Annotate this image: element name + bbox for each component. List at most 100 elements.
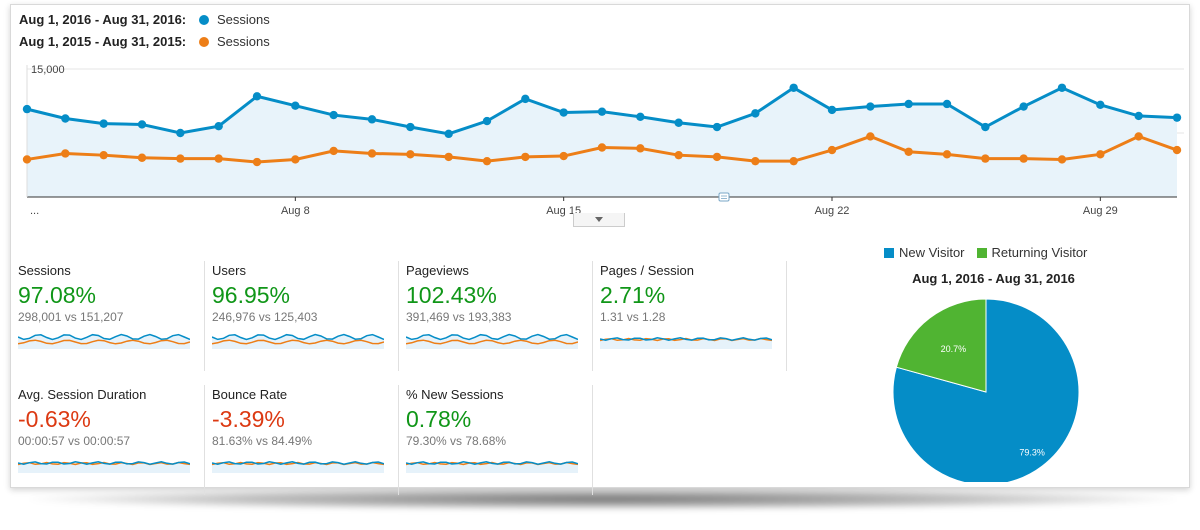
metric-card[interactable]: Users 96.95% 246,976 vs 125,403: [205, 261, 399, 371]
pie-slice[interactable]: [892, 298, 1080, 482]
visitor-type-pie-section: New Visitor Returning Visitor Aug 1, 201…: [796, 237, 1191, 487]
metric-sparkline: [406, 461, 578, 473]
data-point[interactable]: [1019, 102, 1028, 111]
data-point[interactable]: [1134, 111, 1143, 121]
metric-sparkline: [18, 333, 190, 349]
data-point[interactable]: [712, 122, 722, 132]
data-point[interactable]: [176, 154, 185, 163]
data-point[interactable]: [712, 152, 722, 162]
pie-legend-new-visitor[interactable]: New Visitor: [884, 245, 965, 260]
data-point[interactable]: [789, 83, 798, 92]
metric-card[interactable]: Bounce Rate -3.39% 81.63% vs 84.49%: [205, 385, 399, 495]
metric-comparison: 00:00:57 vs 00:00:57: [18, 434, 131, 448]
x-tick-label: Aug 8: [281, 205, 310, 217]
data-point[interactable]: [482, 116, 492, 126]
data-point[interactable]: [406, 122, 415, 132]
data-point[interactable]: [444, 152, 453, 162]
data-point[interactable]: [61, 149, 70, 158]
data-point[interactable]: [22, 155, 32, 164]
metric-name: Avg. Session Duration: [18, 387, 147, 402]
data-point[interactable]: [1172, 145, 1182, 155]
data-point[interactable]: [521, 152, 530, 162]
data-point[interactable]: [674, 150, 683, 160]
data-point[interactable]: [789, 156, 798, 166]
data-point[interactable]: [444, 129, 453, 139]
data-point[interactable]: [99, 150, 108, 160]
metric-name: Users: [212, 263, 246, 278]
chart-collapse-toggle[interactable]: [573, 213, 625, 227]
chevron-down-icon: [595, 217, 603, 222]
annotation-marker-icon[interactable]: [718, 192, 730, 202]
data-point[interactable]: [252, 92, 262, 101]
data-point[interactable]: [866, 132, 875, 141]
data-point[interactable]: [137, 120, 147, 129]
legend-previous-period: Aug 1, 2015 - Aug 31, 2015: Sessions: [19, 34, 270, 49]
data-point[interactable]: [291, 155, 300, 164]
pie-legend-returning-visitor[interactable]: Returning Visitor: [976, 245, 1087, 260]
metric-card[interactable]: % New Sessions 0.78% 79.30% vs 78.68%: [399, 385, 593, 495]
data-point[interactable]: [597, 107, 607, 116]
pie-slice[interactable]: [895, 298, 987, 393]
data-point[interactable]: [674, 118, 683, 127]
data-point[interactable]: [1019, 154, 1028, 163]
data-point[interactable]: [942, 99, 952, 109]
legend-previous-date: Aug 1, 2015 - Aug 31, 2015:: [19, 34, 187, 49]
data-point[interactable]: [329, 146, 338, 156]
data-point[interactable]: [214, 154, 223, 163]
data-point[interactable]: [751, 156, 760, 166]
metric-sparkline: [406, 333, 578, 349]
metric-sparkline: [212, 461, 384, 473]
data-point[interactable]: [904, 147, 913, 156]
data-point[interactable]: [1057, 83, 1067, 92]
data-point[interactable]: [1172, 113, 1182, 122]
metric-sparkline: [212, 333, 384, 349]
data-point[interactable]: [61, 114, 70, 123]
data-point[interactable]: [636, 144, 645, 153]
data-point[interactable]: [597, 143, 607, 152]
data-point[interactable]: [827, 145, 837, 155]
data-point[interactable]: [1057, 155, 1067, 164]
data-point[interactable]: [1096, 100, 1105, 110]
data-point[interactable]: [329, 110, 338, 120]
data-point[interactable]: [827, 105, 837, 115]
data-point[interactable]: [176, 128, 185, 138]
data-point[interactable]: [1096, 150, 1105, 159]
data-point[interactable]: [942, 150, 952, 159]
metric-change-percent: -3.39%: [212, 406, 285, 432]
metric-comparison: 1.31 vs 1.28: [600, 310, 666, 324]
data-point[interactable]: [981, 154, 990, 163]
data-point[interactable]: [904, 99, 913, 109]
data-point[interactable]: [367, 149, 377, 158]
data-point[interactable]: [559, 108, 568, 117]
data-point[interactable]: [482, 156, 492, 166]
metric-name: Pageviews: [406, 263, 469, 278]
data-point[interactable]: [137, 153, 147, 162]
metric-name: Sessions: [18, 263, 71, 278]
data-point[interactable]: [291, 101, 300, 110]
metric-name: Pages / Session: [600, 263, 694, 278]
metric-card[interactable]: Sessions 97.08% 298,001 vs 151,207: [11, 261, 205, 371]
metric-sparkline: [600, 337, 772, 349]
data-point[interactable]: [214, 121, 223, 131]
metric-change-percent: 97.08%: [18, 282, 97, 308]
metric-card[interactable]: Avg. Session Duration -0.63% 00:00:57 vs 0…: [11, 385, 205, 495]
x-axis-start-label: ...: [30, 205, 39, 217]
data-point[interactable]: [636, 112, 645, 121]
metric-change-percent: 102.43%: [406, 282, 497, 308]
data-point[interactable]: [252, 157, 262, 167]
data-point[interactable]: [367, 115, 377, 124]
data-point[interactable]: [559, 151, 568, 161]
metric-card[interactable]: Pageviews 102.43% 391,469 vs 193,383: [399, 261, 593, 371]
data-point[interactable]: [22, 104, 32, 114]
data-point[interactable]: [521, 94, 530, 104]
data-point[interactable]: [406, 150, 415, 159]
data-point[interactable]: [1134, 132, 1143, 141]
pie-slice-label: 20.7%: [941, 344, 967, 354]
data-point[interactable]: [981, 122, 990, 132]
visitor-type-pie-chart[interactable]: 79.3% 20.7%: [891, 292, 1091, 482]
data-point[interactable]: [866, 102, 875, 111]
metric-card[interactable]: Pages / Session 2.71% 1.31 vs 1.28: [593, 261, 787, 371]
data-point[interactable]: [751, 109, 760, 118]
data-point[interactable]: [99, 119, 108, 128]
